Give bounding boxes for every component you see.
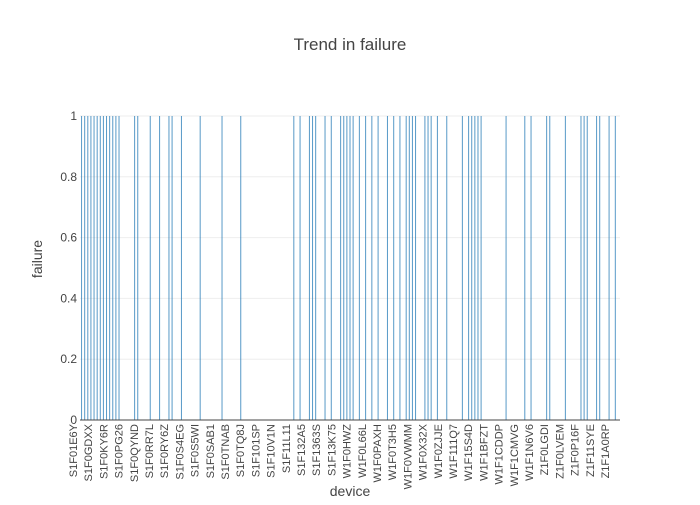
x-tick-label: W1F0ZJJE — [433, 424, 445, 478]
x-tick-label: S1F0PG26 — [114, 424, 126, 478]
x-tick-label: Z1F0LGDI — [539, 424, 551, 475]
x-tick-label: W1F0PAXH — [372, 424, 384, 483]
y-tick-label: 1 — [70, 109, 77, 123]
x-tick-label: S1F0KY6R — [98, 424, 110, 479]
x-tick-label: S1F0QYND — [129, 424, 141, 482]
y-tick-label: 0.6 — [60, 231, 77, 245]
x-tick-label: S1F0RR7L — [144, 424, 156, 478]
x-tick-label: Z1F11SYE — [585, 424, 597, 477]
x-tick-label: W1F0L66L — [357, 424, 369, 478]
chart-title: Trend in failure — [294, 35, 407, 54]
x-tick-label: S1F13K75 — [326, 424, 338, 476]
bar-series — [81, 116, 616, 420]
x-tick-label: S1F0SAB1 — [205, 424, 217, 478]
y-tick-labels: 0 0.2 0.4 0.6 0.8 1 — [60, 109, 77, 427]
x-tick-label: S1F0RY6Z — [159, 424, 171, 478]
x-tick-label: S1F0S5WI — [190, 424, 202, 477]
x-tick-label: S1F132A5 — [296, 424, 308, 476]
x-tick-label: W1F1BFZT — [478, 424, 490, 481]
y-tick-label: 0 — [70, 413, 77, 427]
x-tick-label: S1F0GDXX — [83, 423, 95, 481]
x-tick-label: W1F111Q7 — [448, 424, 460, 479]
x-tick-label: W1F1N6V6 — [524, 424, 536, 481]
x-tick-label: W1F15S4D — [463, 424, 475, 481]
x-tick-label: S1F01E6Y — [68, 423, 80, 477]
x-tick-label: S1F10V1N — [266, 424, 278, 478]
x-tick-label: W1F0HWZ — [342, 424, 354, 479]
x-tick-label: S1F1363S — [311, 424, 323, 476]
x-tick-label: Z1F1A0RP — [600, 424, 612, 478]
x-tick-label: Z1F0P16F — [570, 424, 582, 476]
x-tick-label: W1F1CDDP — [494, 424, 506, 485]
x-tick-labels: S1F01E6Y S1F0GDXX S1F0KY6R S1F0PG26 S1F0QYND… — [68, 423, 612, 489]
x-tick-label: S1F11L11 — [281, 424, 293, 473]
x-tick-label: W1F0X32X — [418, 423, 430, 480]
y-tick-label: 0.2 — [60, 352, 77, 366]
x-tick-label: S1F0S4EG — [174, 424, 186, 480]
x-tick-label: S1F0TQ8J — [235, 424, 247, 477]
y-axis-title: failure — [29, 240, 45, 278]
x-axis-title: device — [330, 483, 371, 499]
x-tick-label: W1F0T3H5 — [387, 424, 399, 480]
y-tick-label: 0.4 — [60, 291, 77, 305]
x-tick-label: S1F101SP — [250, 424, 262, 477]
x-tick-label: W1F0VWMM — [402, 424, 414, 489]
y-tick-label: 0.8 — [60, 170, 77, 184]
x-tick-label: Z1F0LVEM — [554, 424, 566, 479]
x-tick-label: S1F0TNAB — [220, 424, 232, 480]
x-tick-label: W1F1CMVG — [509, 424, 521, 486]
